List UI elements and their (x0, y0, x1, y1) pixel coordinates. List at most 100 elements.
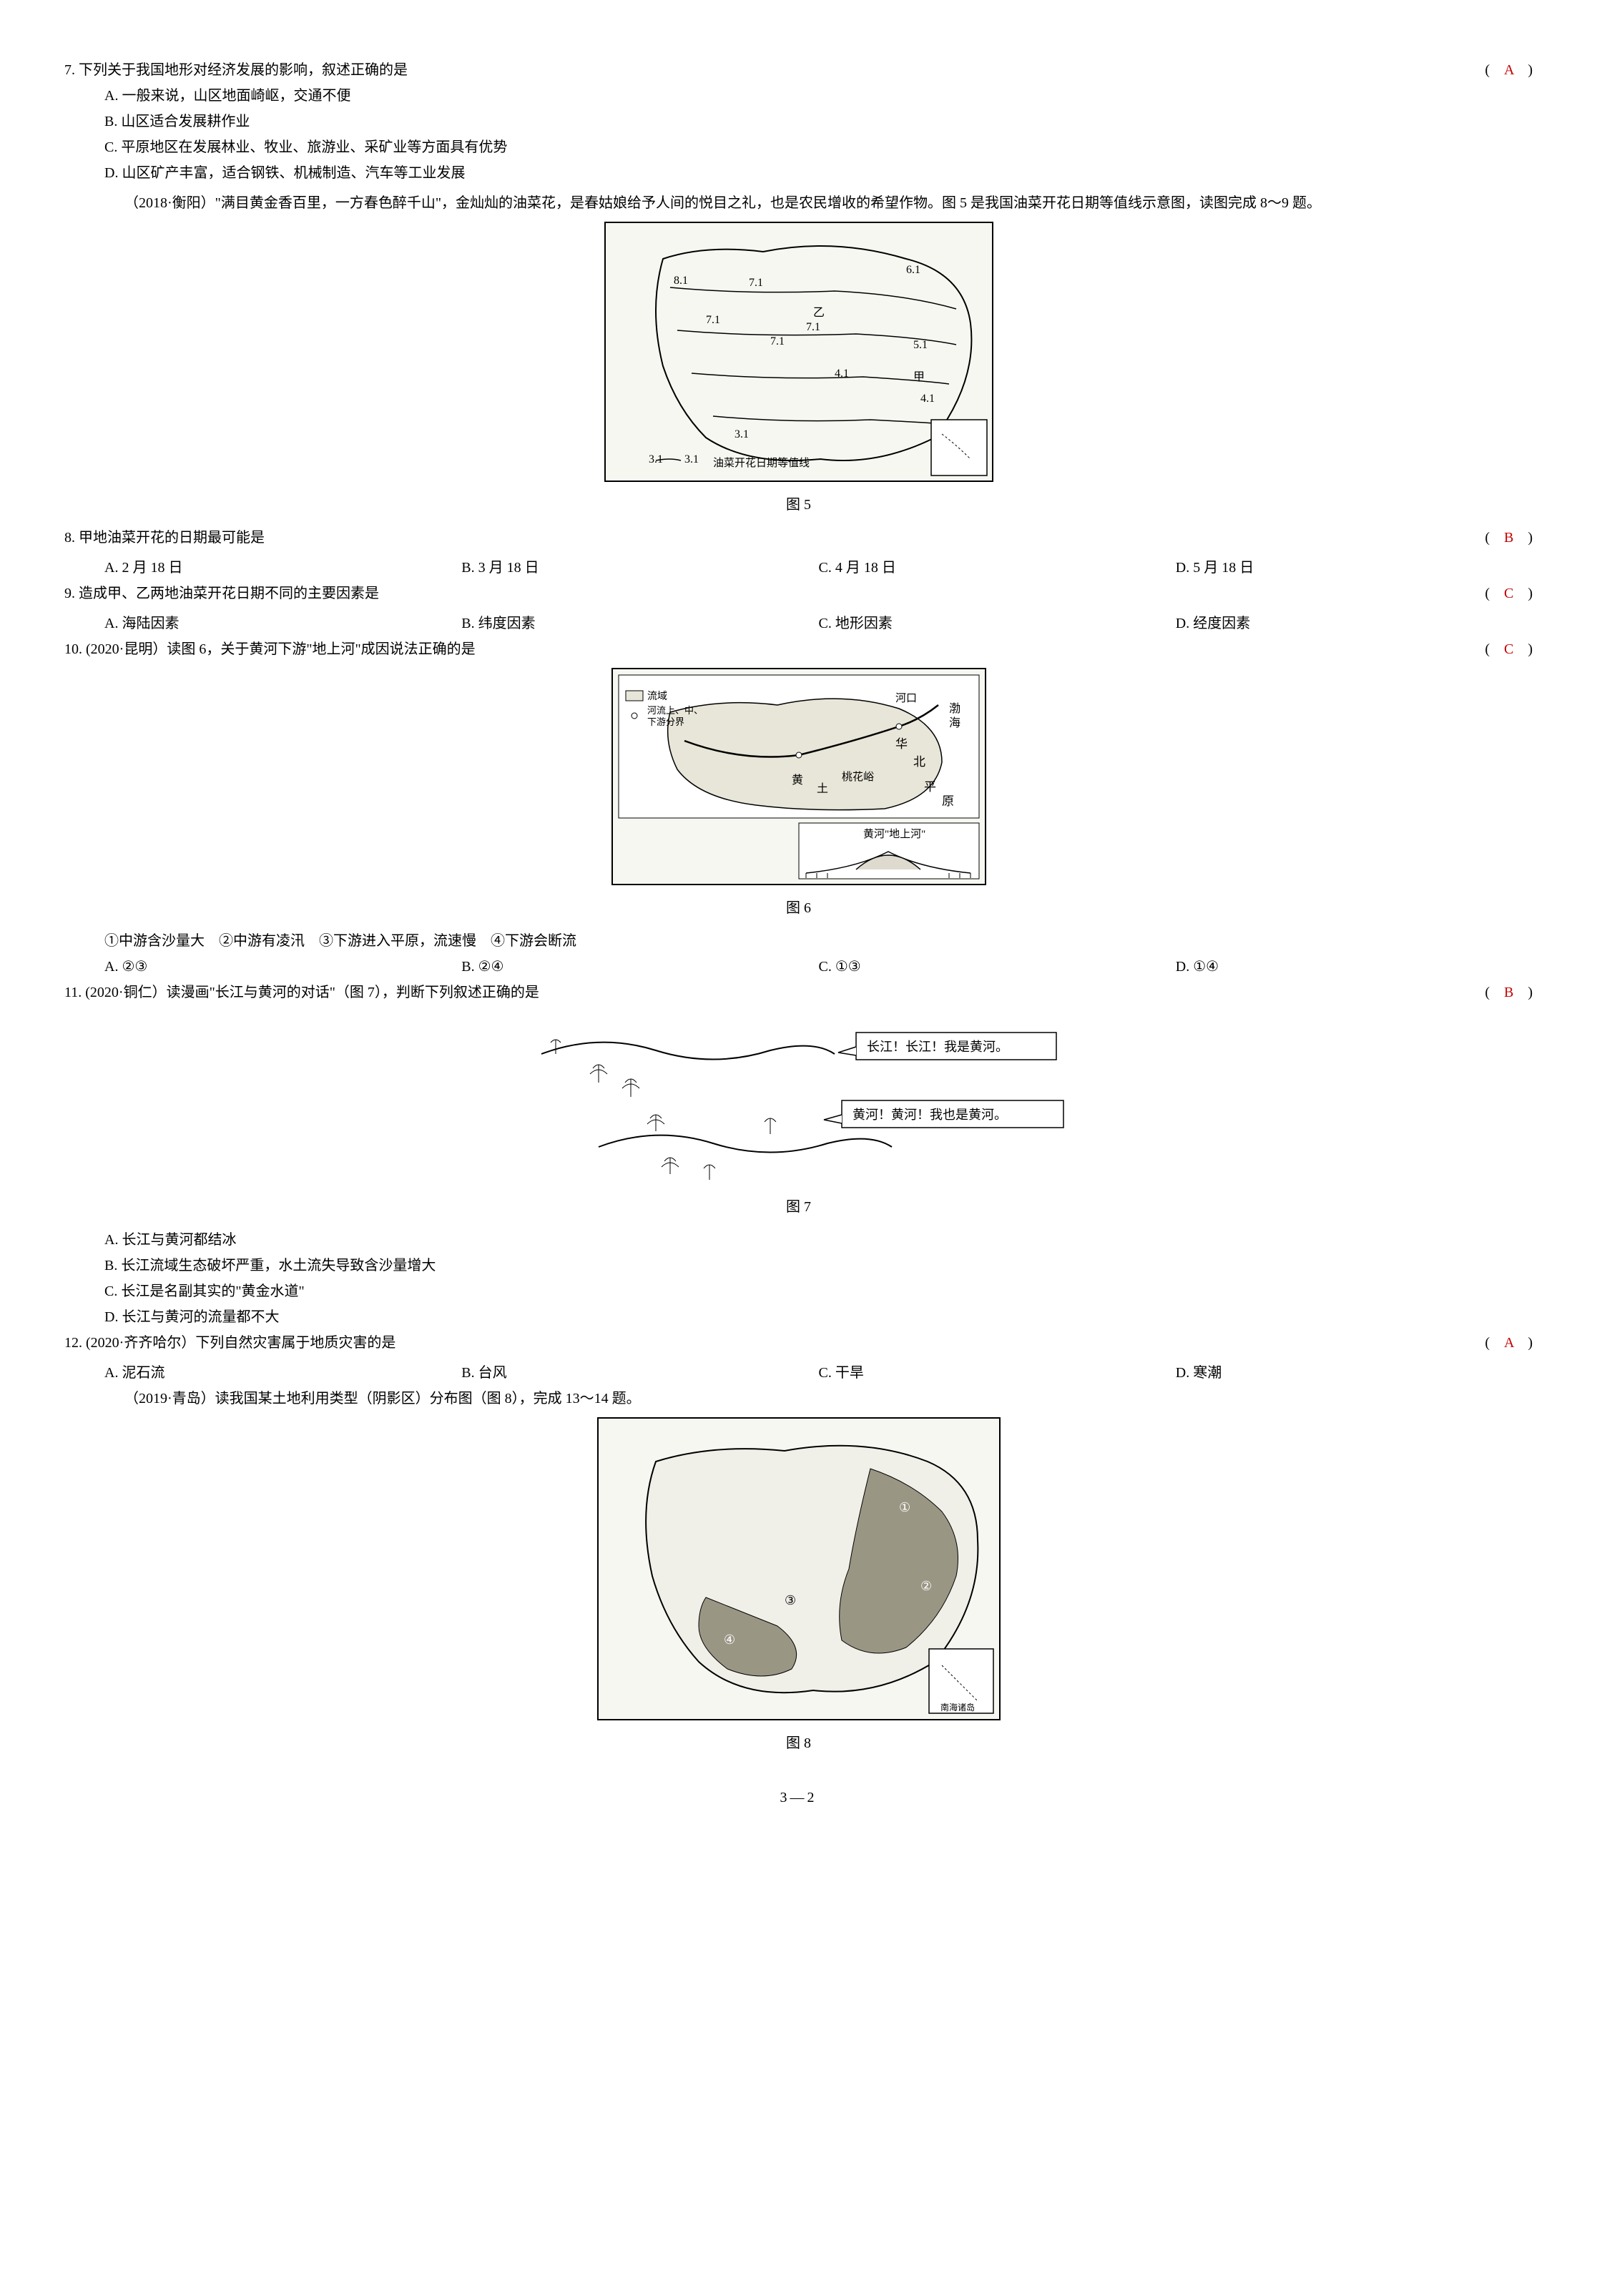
intro-8-9: （2018·衡阳）"满目黄金香百里，一方春色醉千山"，金灿灿的油菜花，是春姑娘给… (64, 190, 1533, 216)
figure-7-caption: 图 7 (64, 1194, 1533, 1220)
q12-opt-a: A. 泥石流 (104, 1360, 461, 1386)
map-label: 华 (895, 737, 908, 751)
q10-circled-options: ①中游含沙量大 ②中游有凌汛 ③下游进入平原，流速慢 ④下游会断流 (64, 928, 1533, 954)
map-label: 4.1 (920, 393, 935, 405)
figure-6: 河口 华 北 平 原 黄 土 桃花峪 渤 海 流域 河流上、中、 下游分界 黄河… (64, 668, 1533, 892)
cross-section-label: 黄河"地上河" (863, 828, 925, 840)
map-label: 6.1 (906, 264, 920, 276)
speech-text: 长江！长江！我是黄河。 (867, 1040, 1008, 1054)
figure-6-caption: 图 6 (64, 895, 1533, 921)
q8-opt-a: A. 2 月 18 日 (104, 555, 461, 581)
region-label: ③ (785, 1593, 796, 1607)
speech-tail-icon (838, 1047, 856, 1055)
isoline-icon (670, 287, 956, 309)
tree-icon (622, 1079, 639, 1097)
q11-stem: 11. (2020·铜仁）读漫画"长江与黄河的对话"（图 7），判断下列叙述正确… (64, 980, 1533, 1005)
bracket-open: ( (1485, 62, 1504, 78)
question-9: 9. 造成甲、乙两地油菜开花日期不同的主要因素是 ( C ) (64, 581, 1533, 606)
river-line-icon (599, 1135, 892, 1153)
map-label: 原 (942, 794, 954, 808)
page-number: 3—2 (64, 1785, 1533, 1810)
map-label: 渤 (949, 702, 960, 715)
tree-icon (647, 1115, 664, 1131)
map-label: 甲 (913, 371, 925, 383)
legend-text: 流域 (647, 691, 667, 702)
speech-text: 黄河！黄河！我也是黄河。 (852, 1108, 1007, 1122)
question-8: 8. 甲地油菜开花的日期最可能是 ( B ) (64, 525, 1533, 551)
intro-8-9-text: （2018·衡阳）"满目黄金香百里，一方春色醉千山"，金灿灿的油菜花，是春姑娘给… (64, 195, 1321, 211)
region-label: ① (899, 1500, 910, 1514)
figure-7: 长江！长江！我是黄河。 黄河！黄河！我也是黄河。 (64, 1011, 1533, 1191)
map-label: 8.1 (674, 275, 688, 287)
map-label: 海 (949, 716, 960, 729)
legend-text: 河流上、中、 (647, 705, 703, 716)
q7-answer: ( A ) (1485, 57, 1533, 83)
figure-5: 8.1 7.1 6.1 7.1 7.1 7.1 5.1 4.1 甲 4.1 3.… (64, 222, 1533, 489)
q7-answer-letter: A (1504, 62, 1513, 78)
figure-7-svg: 长江！长江！我是黄河。 黄河！黄河！我也是黄河。 (527, 1011, 1071, 1183)
q11-opt-b: B. 长江流域生态破坏严重，水土流失导致含沙量增大 (104, 1253, 1533, 1278)
q10-opt-d: D. ①④ (1176, 954, 1533, 980)
q7-opt-b: B. 山区适合发展耕作业 (104, 109, 1533, 134)
q8-opt-b: B. 3 月 18 日 (461, 555, 818, 581)
river-line-icon (541, 1043, 835, 1060)
q12-answer: ( A ) (1485, 1330, 1533, 1356)
region-label: ④ (724, 1632, 735, 1647)
tree-icon (662, 1158, 679, 1174)
q12-opt-c: C. 干旱 (819, 1360, 1176, 1386)
q7-stem: 7. 下列关于我国地形对经济发展的影响，叙述正确的是 (64, 57, 1533, 83)
intro-13-14: （2019·青岛）读我国某土地利用类型（阴影区）分布图（图 8），完成 13～1… (64, 1386, 1533, 1411)
q8-options: A. 2 月 18 日 B. 3 月 18 日 C. 4 月 18 日 D. 5… (64, 555, 1533, 581)
tree-icon (765, 1118, 776, 1134)
q9-opt-d: D. 经度因素 (1176, 611, 1533, 636)
bracket-close: ) (1513, 62, 1533, 78)
question-11: 11. (2020·铜仁）读漫画"长江与黄河的对话"（图 7），判断下列叙述正确… (64, 980, 1533, 1005)
marker-icon (896, 724, 902, 729)
q12-options: A. 泥石流 B. 台风 C. 干旱 D. 寒潮 (64, 1360, 1533, 1386)
q9-answer-letter: C (1504, 586, 1513, 601)
q11-opt-c: C. 长江是名副其实的"黄金水道" (104, 1278, 1533, 1304)
q10-answer: ( C ) (1485, 636, 1533, 662)
q12-opt-d: D. 寒潮 (1176, 1360, 1533, 1386)
map-label: 7.1 (749, 277, 763, 289)
q9-options: A. 海陆因素 B. 纬度因素 C. 地形因素 D. 经度因素 (64, 611, 1533, 636)
q10-options: A. ②③ B. ②④ C. ①③ D. ①④ (64, 954, 1533, 980)
marker-icon (796, 752, 802, 758)
q12-opt-b: B. 台风 (461, 1360, 818, 1386)
q12-answer-letter: A (1504, 1335, 1513, 1351)
q9-opt-a: A. 海陆因素 (104, 611, 461, 636)
inset-box-icon (931, 420, 987, 476)
map-label: 7.1 (806, 321, 820, 333)
figure-8-svg: ① ② ③ ④ 南海诸岛 (599, 1419, 999, 1719)
figure-5-caption: 图 5 (64, 492, 1533, 518)
tree-icon (590, 1065, 607, 1083)
figure-6-map: 河口 华 北 平 原 黄 土 桃花峪 渤 海 流域 河流上、中、 下游分界 黄河… (611, 668, 986, 885)
figure-8-map: ① ② ③ ④ 南海诸岛 (597, 1417, 1001, 1720)
question-10: 10. (2020·昆明）读图 6，关于黄河下游"地上河"成因说法正确的是 ( … (64, 636, 1533, 662)
map-label: 4.1 (835, 368, 849, 380)
q9-opt-b: B. 纬度因素 (461, 611, 818, 636)
speech-tail-icon (824, 1115, 842, 1123)
figure-5-legend: 油菜开花日期等值线 (713, 456, 810, 469)
figure-8-caption: 图 8 (64, 1730, 1533, 1756)
q11-options: A. 长江与黄河都结冰 B. 长江流域生态破坏严重，水土流失导致含沙量增大 C.… (64, 1227, 1533, 1330)
legend-swatch-icon (626, 691, 643, 701)
map-label: 7.1 (706, 314, 720, 326)
question-12: 12. (2020·齐齐哈尔）下列自然灾害属于地质灾害的是 ( A ) (64, 1330, 1533, 1356)
q12-stem: 12. (2020·齐齐哈尔）下列自然灾害属于地质灾害的是 (64, 1330, 1533, 1356)
q8-answer-letter: B (1504, 530, 1513, 546)
q11-answer: ( B ) (1485, 980, 1533, 1005)
isoline-icon (692, 373, 949, 384)
map-label: 黄 (792, 774, 803, 787)
map-label: 3.1 (684, 453, 699, 465)
q11-opt-a: A. 长江与黄河都结冰 (104, 1227, 1533, 1253)
q10-answer-letter: C (1504, 641, 1513, 657)
inset-label: 南海诸岛 (940, 1702, 975, 1713)
legend-marker-icon (632, 713, 637, 719)
question-7: 7. 下列关于我国地形对经济发展的影响，叙述正确的是 ( A ) A. 一般来说… (64, 57, 1533, 186)
figure-5-map: 8.1 7.1 6.1 7.1 7.1 7.1 5.1 4.1 甲 4.1 3.… (604, 222, 993, 482)
map-label: 平 (924, 780, 936, 794)
china-outline-icon (656, 246, 971, 460)
legend-text: 下游分界 (647, 716, 684, 727)
map-label: 乙 (813, 307, 825, 319)
